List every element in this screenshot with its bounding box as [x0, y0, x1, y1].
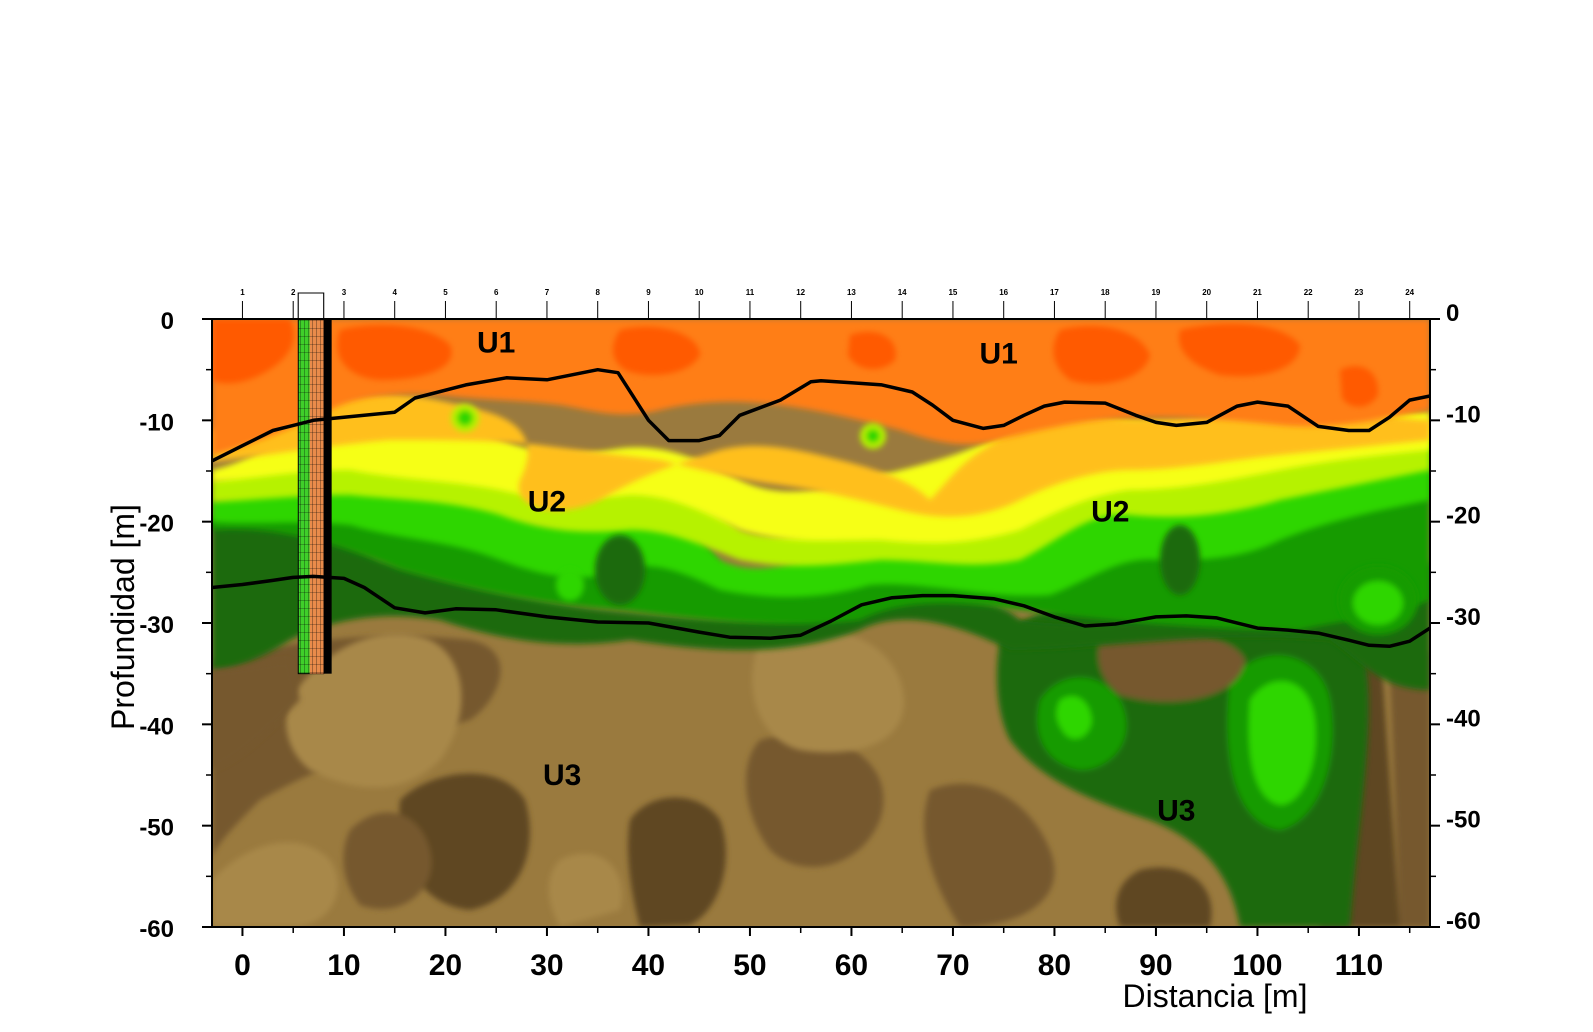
electrode-label: 14 — [898, 288, 907, 297]
y-right-tick-label: -60 — [1446, 908, 1481, 935]
unit-boundaries — [212, 367, 1430, 649]
x-tick-label: 70 — [936, 949, 969, 982]
electrode-label: 9 — [646, 288, 651, 297]
deep-orange-patches — [212, 319, 1379, 407]
electrode-label: 3 — [342, 288, 347, 297]
left-dark-strip — [212, 660, 300, 770]
electrode-label: 17 — [1050, 288, 1059, 297]
y-axis-right: 0 -10 -20 -30 -40 -50 -60 — [1430, 300, 1481, 935]
electrode-label: 20 — [1202, 288, 1211, 297]
electrode-label: 5 — [443, 288, 448, 297]
x-tick-label: 110 — [1335, 949, 1383, 982]
borehole-log — [297, 292, 332, 675]
unit-label: U2 — [1091, 496, 1129, 529]
unit-boundary-line-1 — [212, 367, 1430, 463]
electrode-label: 21 — [1253, 288, 1262, 297]
unit-label: U3 — [1157, 795, 1195, 828]
borehole-header — [297, 292, 325, 320]
y-right-tick-label: -10 — [1446, 401, 1481, 428]
y-right-tick-label: -50 — [1446, 807, 1481, 834]
x-tick-label: 30 — [530, 949, 563, 982]
y-left-tick-label: -30 — [139, 612, 174, 639]
electrode-label: 18 — [1101, 288, 1110, 297]
x-tick-label: 60 — [835, 949, 868, 982]
electrode-label: 12 — [796, 288, 805, 297]
x-tick-label: 80 — [1038, 949, 1071, 982]
y-right-tick-label: 0 — [1446, 300, 1459, 327]
medium-green-band — [212, 470, 1430, 630]
y-right-tick-label: -30 — [1446, 604, 1481, 631]
bright-green-band — [212, 440, 1430, 597]
electrode-label: 4 — [392, 288, 397, 297]
x-tick-label: 20 — [429, 949, 462, 982]
electrode-label: 13 — [847, 288, 856, 297]
unit-label: U3 — [543, 759, 581, 792]
unit-label: U2 — [528, 486, 566, 519]
x-tick-label: 40 — [632, 949, 665, 982]
electrode-label: 24 — [1405, 288, 1414, 297]
y-axis-left: 0 -10 -20 -30 -40 -50 -60 — [139, 308, 212, 943]
x-axis-title: Distancia [m] — [1123, 978, 1308, 1014]
y-axis-title: Profundidad [m] — [105, 504, 141, 730]
resistivity-contour-fill — [212, 319, 1430, 927]
electrode-label: 19 — [1151, 288, 1160, 297]
x-tick-label: 10 — [327, 949, 360, 982]
electrode-label: 23 — [1354, 288, 1363, 297]
x-tick-label: 100 — [1232, 949, 1282, 982]
y-left-tick-label: -20 — [139, 511, 174, 538]
unit-label: U1 — [979, 338, 1017, 371]
electrode-label: 10 — [695, 288, 704, 297]
light-orange-band — [212, 393, 1430, 517]
green-spots — [451, 404, 1418, 635]
borehole-casing — [323, 319, 332, 674]
electrode-label: 7 — [545, 288, 550, 297]
x-tick-label: 0 — [234, 949, 251, 982]
electrode-ruler: 1 2 3 4 5 6 7 8 9 10 11 12 13 14 15 16 17 18 19 20 21 22 23 24 — [240, 288, 1415, 319]
electrode-label: 2 — [291, 288, 296, 297]
electrode-label: 6 — [494, 288, 499, 297]
electrode-label: 1 — [240, 288, 245, 297]
dark-green-band — [212, 520, 1430, 690]
borehole-grid — [298, 293, 324, 674]
tan-lobes — [212, 630, 904, 927]
y-left-tick-label: -50 — [139, 815, 174, 842]
electrode-label: 11 — [746, 288, 755, 297]
y-right-tick-label: -40 — [1446, 705, 1481, 732]
y-left-tick-label: 0 — [161, 308, 174, 335]
x-tick-label: 50 — [733, 949, 766, 982]
electrode-label: 15 — [948, 288, 957, 297]
unit-boundary-line-2 — [212, 574, 1430, 649]
x-tick-label: 90 — [1139, 949, 1172, 982]
y-right-tick-label: -20 — [1446, 503, 1481, 530]
unit-labels: U1 U1 U2 U2 U3 U3 — [477, 326, 1195, 827]
electrode-label: 22 — [1304, 288, 1313, 297]
electrode-label: 8 — [595, 288, 600, 297]
unit-label: U1 — [477, 326, 515, 359]
y-left-tick-label: -40 — [139, 713, 174, 740]
y-left-tick-label: -60 — [139, 916, 174, 943]
x-axis: 0 10 20 30 40 50 60 70 80 90 100 110 — [234, 927, 1411, 982]
y-left-tick-label: -10 — [139, 409, 174, 436]
electrode-label: 16 — [999, 288, 1008, 297]
deep-green-zones — [997, 604, 1369, 927]
